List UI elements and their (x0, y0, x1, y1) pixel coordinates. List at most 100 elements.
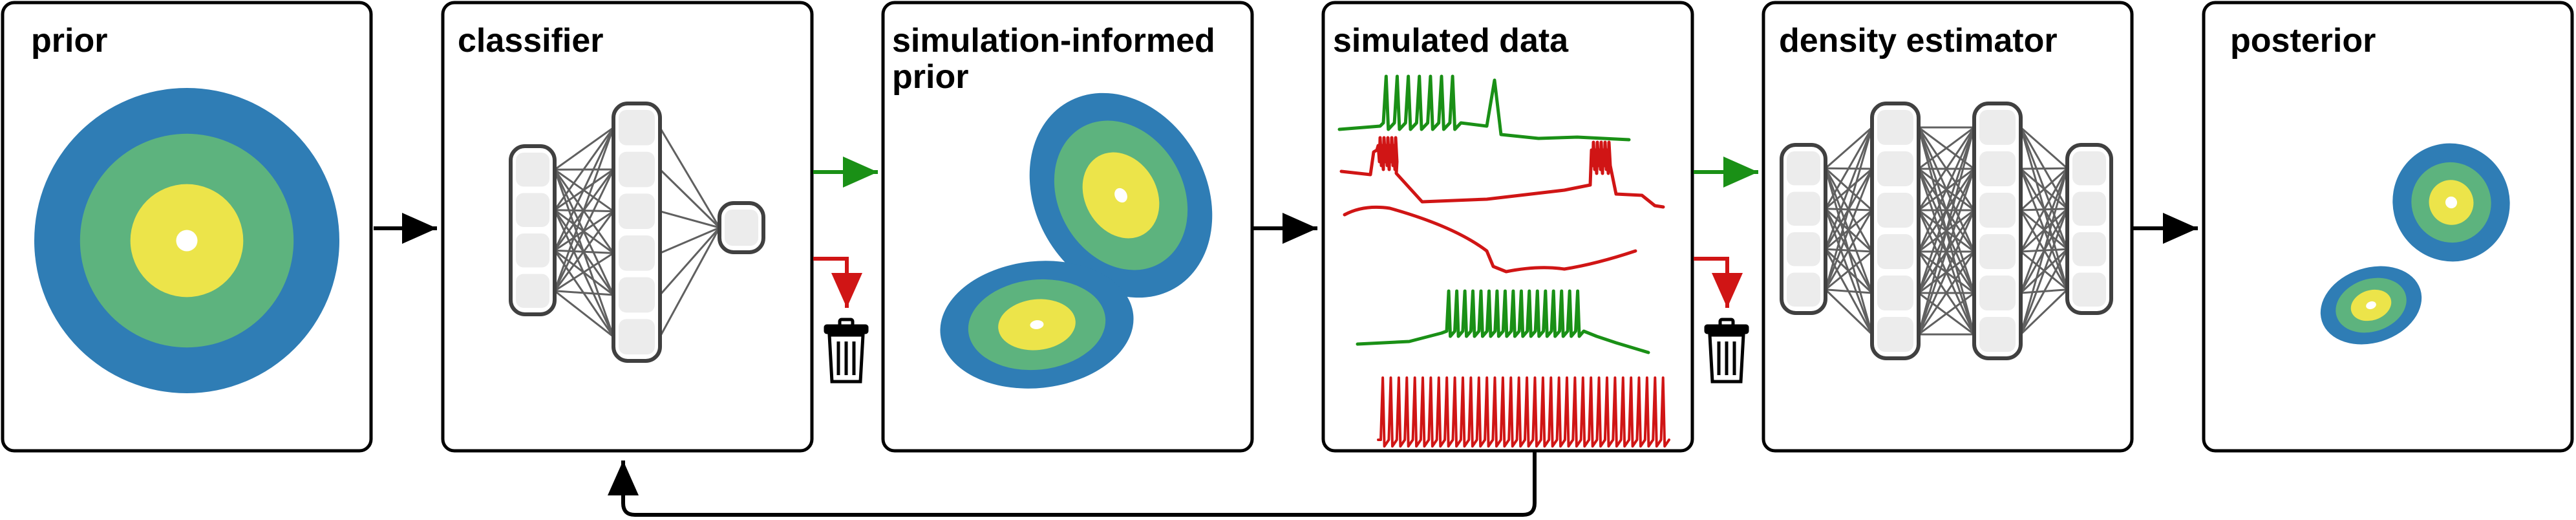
density-estimator-network-edge (1825, 126, 1873, 169)
classifier-network-node (516, 274, 549, 308)
density-estimator-network-node (1877, 276, 1913, 310)
classifier-network-edge (659, 227, 721, 296)
panel-sim-data-box (1321, 1, 1694, 453)
classifier-network-node (619, 151, 655, 188)
density-estimator-network-edge (2019, 208, 2069, 335)
density-estimator-network-node (1877, 110, 1913, 145)
density-estimator-network-node (2072, 191, 2106, 226)
density-estimator-network-node (1877, 151, 1913, 186)
density-estimator-network-edge (1825, 288, 1873, 294)
classifier-network-edge (659, 226, 720, 254)
classifier-network-edge (553, 127, 615, 211)
classifier-network-node (725, 210, 758, 246)
classifier-network-edge (554, 290, 614, 296)
classifier-network-node (619, 193, 655, 229)
panel-sim-data-title: simulated data (1333, 22, 1569, 60)
density-estimator-network-edge (1825, 250, 1873, 290)
trash-can-icon (1704, 318, 1749, 384)
classifier-network-edges (553, 127, 721, 338)
panel-sim-prior-title-line-1: simulation-informed (892, 22, 1215, 60)
classifier-network-node (516, 193, 549, 227)
posterior-blob-lower (2320, 266, 2422, 345)
trace-2 (1339, 136, 1665, 209)
density-estimator-network-nodes (1780, 102, 2113, 360)
density-estimator-network-node (1979, 276, 2016, 310)
density-estimator-network-node (1979, 317, 2016, 352)
prior-distribution (34, 88, 339, 393)
sim-prior-blob-lower (940, 261, 1134, 389)
red-bent-arrow-icon (813, 257, 862, 308)
trace-1 (1337, 74, 1631, 142)
density-estimator-network-edge (1824, 127, 1873, 250)
classifier-network-edge (553, 210, 615, 292)
classifier-network-node (619, 277, 655, 313)
trace-3 (1343, 205, 1637, 274)
panel-posterior-title: posterior (2230, 22, 2376, 60)
classifier-network-edge (554, 127, 614, 171)
classifier-network-node (619, 110, 655, 146)
density-estimator-network-edge (2020, 126, 2068, 169)
trace-4 (1356, 289, 1650, 354)
density-estimator-network-edge (2019, 288, 2069, 336)
density-estimator-network-node (1877, 234, 1913, 269)
density-estimator-network-edge (2019, 168, 2069, 294)
density-estimator-network-edge (1917, 168, 1975, 335)
density-estimator-network-node (1787, 151, 1820, 186)
density-estimator-network-edge (1824, 168, 1873, 290)
panel-classifier-title: classifier (458, 22, 604, 60)
classifier-network-node (619, 235, 655, 271)
classifier-network-edge (553, 169, 615, 292)
density-estimator-network-edge (2019, 248, 2069, 335)
density-estimator-network-edge (2020, 167, 2068, 170)
classifier-network-nodes (509, 102, 765, 363)
panel-sim-prior-title-line-2: prior (892, 58, 968, 96)
density-estimator-network-edge (1824, 127, 1873, 210)
classifier-network-edge (659, 210, 720, 229)
density-estimator-network-node (1979, 193, 2016, 228)
sim-prior-blob-lower-center-dot (1030, 320, 1044, 329)
density-estimator-network-edge (1917, 127, 1975, 211)
density-estimator-network-node (2072, 151, 2106, 186)
density-estimator-network-node (2072, 272, 2106, 307)
density-estimator-network-node (1877, 317, 1913, 352)
classifier-network-layer-1 (509, 144, 557, 316)
classifier-network-edge (553, 127, 615, 292)
classifier-network-edge (554, 252, 614, 292)
posterior-blob-lower-center-dot (2366, 301, 2376, 310)
density-estimator-network-layer-1 (1780, 143, 1827, 315)
density-estimator-network (1780, 102, 2113, 360)
density-estimator-network-edge (1824, 127, 1873, 290)
classifier-network-edge (659, 227, 721, 338)
density-estimator-network-node (1979, 151, 2016, 186)
density-estimator-network-edge (1918, 292, 1975, 336)
density-estimator-network-node (1787, 272, 1820, 307)
density-estimator-network-edges (1824, 126, 2069, 336)
red-bent-arrow-icon (1694, 257, 1743, 308)
density-estimator-network-layer-4 (2065, 143, 2113, 315)
density-estimator-network-node (1979, 110, 2016, 145)
classifier-network-node (619, 319, 655, 354)
density-estimator-network-edge (1824, 210, 1873, 290)
density-estimator-network-edge (1917, 127, 1975, 252)
density-estimator-network-edge (2019, 168, 2069, 252)
density-estimator-network-node (1787, 191, 1820, 226)
density-estimator-network-node (1979, 234, 2016, 269)
density-estimator-network-edge (1824, 288, 1873, 336)
density-estimator-network-node (1787, 232, 1820, 266)
density-estimator-network-edge (1917, 251, 1975, 335)
trash-can-icon-handle (838, 318, 855, 328)
classifier-network-edge (659, 168, 721, 229)
posterior-blob-upper (2392, 143, 2510, 262)
density-estimator-network-edge (1917, 127, 1975, 335)
density-estimator-network-edge (1918, 126, 1975, 170)
panel-posterior-box (2202, 1, 2574, 453)
trace-5 (1377, 376, 1670, 448)
posterior-blob-upper-center-dot (2445, 196, 2458, 209)
arrow-feedback-to-classifier (608, 451, 1537, 517)
trash-can-icon-body (827, 333, 865, 384)
density-estimator-network-node (1877, 193, 1913, 228)
classifier-network-edge (553, 127, 615, 251)
density-estimator-network-edge (2019, 168, 2069, 335)
trash-can-icon (824, 318, 869, 384)
